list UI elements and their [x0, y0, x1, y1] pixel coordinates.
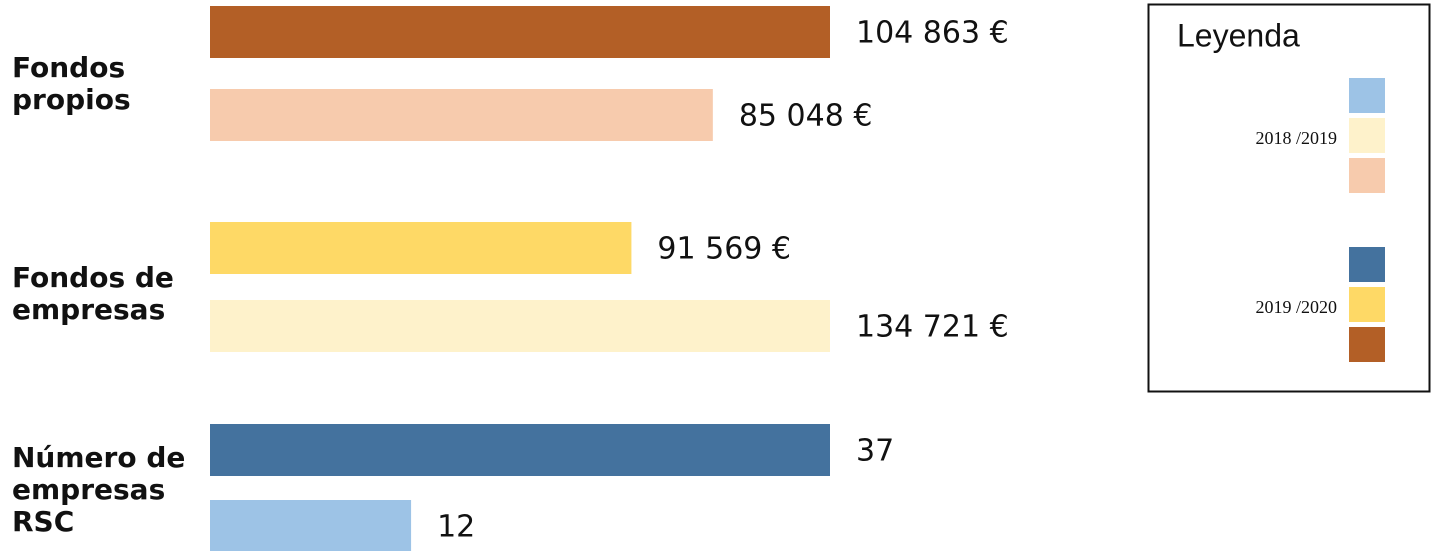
value-label: 85 048 € [739, 99, 873, 134]
legend-swatch [1349, 327, 1385, 362]
category-label: Número de empresas RSC [12, 441, 186, 538]
legend-label: 2019 /2020 [1255, 297, 1337, 317]
value-label: 91 569 € [657, 232, 791, 267]
bar [210, 500, 412, 551]
legend-title: Leyenda [1177, 17, 1300, 53]
bar [210, 300, 830, 352]
value-label: 12 [437, 510, 475, 545]
bar [210, 424, 830, 476]
bar [210, 6, 830, 58]
value-label: 134 721 € [856, 310, 1009, 345]
legend-swatch [1349, 158, 1385, 193]
category-label: Fondos propios [12, 51, 131, 116]
bar [210, 222, 632, 274]
legend-swatch [1349, 78, 1385, 113]
legend-box [1147, 3, 1431, 393]
value-label: 37 [856, 434, 894, 469]
legend-swatch [1349, 247, 1385, 282]
category-label: Fondos de empresas [12, 261, 174, 326]
bar [210, 89, 713, 141]
legend-swatch [1349, 118, 1385, 153]
legend-swatch [1349, 287, 1385, 322]
value-label: 104 863 € [856, 16, 1009, 51]
legend-label: 2018 /2019 [1255, 128, 1337, 148]
